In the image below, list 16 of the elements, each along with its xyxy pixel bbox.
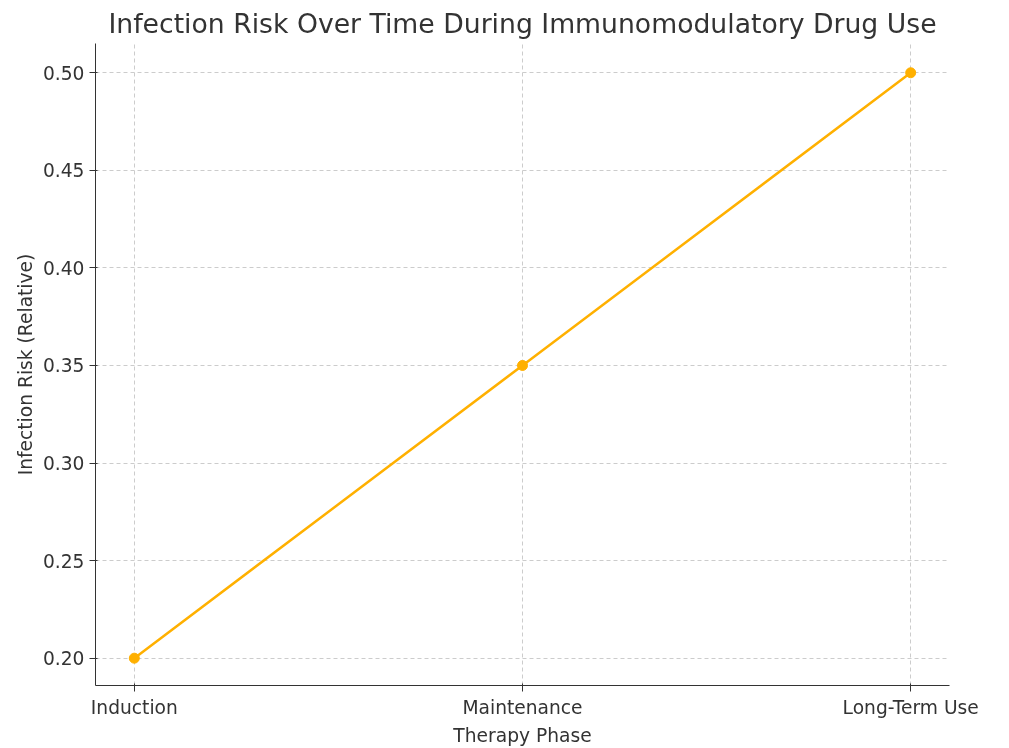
- point: [905, 67, 917, 79]
- y-axis-title: Infection Risk (Relative): [14, 253, 36, 476]
- x-axis-title: Therapy Phase: [452, 724, 592, 746]
- y-tick-label: 0.35: [42, 355, 85, 377]
- y-tick-label: 0.20: [42, 648, 85, 670]
- point: [517, 359, 528, 371]
- y-tick-label: 0.40: [42, 257, 85, 279]
- point: [128, 652, 140, 664]
- y-tick-label: 0.50: [42, 62, 85, 84]
- y-tick-label: 0.25: [42, 550, 85, 572]
- y-tick-label: 0.45: [42, 160, 85, 182]
- x-tick-label: Long-Term Use: [842, 696, 979, 718]
- y-tick-label: 0.30: [42, 453, 85, 475]
- x-tick-label: Maintenance: [462, 696, 583, 718]
- x-tick-label: Induction: [90, 696, 178, 718]
- chart-title: Infection Risk Over Time During Immunomodulatory Drug Use: [108, 7, 937, 39]
